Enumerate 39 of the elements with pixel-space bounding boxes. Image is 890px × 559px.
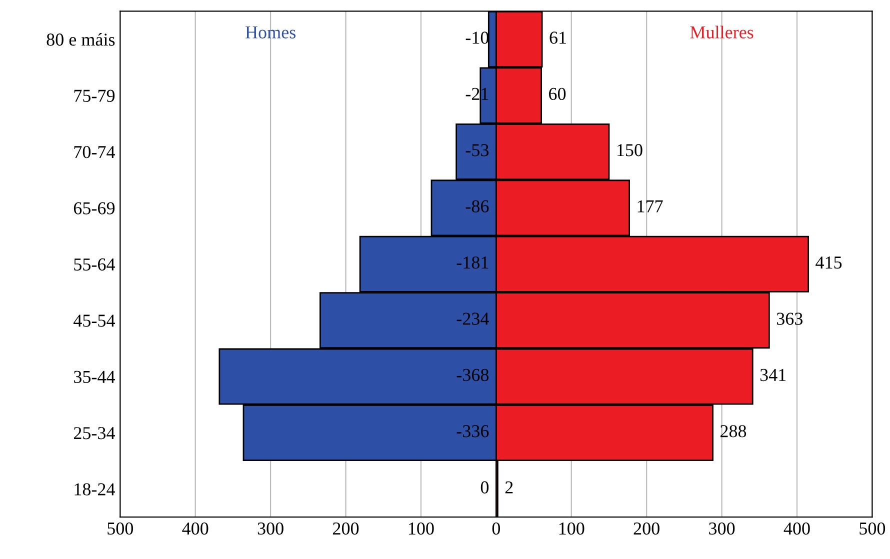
x-tick-label: 300 bbox=[258, 522, 284, 535]
data-label: 2 bbox=[505, 481, 513, 494]
data-label: -368 bbox=[456, 368, 489, 382]
text: Mulleres bbox=[690, 26, 754, 38]
data-label: -53 bbox=[466, 144, 489, 156]
y-tick-label: 80 e máis bbox=[46, 32, 115, 46]
x-tick-label: 100 bbox=[559, 522, 584, 535]
x-tick-label: 400 bbox=[784, 522, 810, 535]
data-label: 341 bbox=[760, 368, 786, 382]
y-tick-label: 55-64 bbox=[74, 258, 116, 271]
data-label: -336 bbox=[456, 425, 489, 438]
x-tick-label: 500 bbox=[860, 522, 886, 535]
data-label: -86 bbox=[466, 200, 489, 212]
x-tick-label: 200 bbox=[333, 522, 359, 535]
data-label: 288 bbox=[720, 425, 746, 438]
data-label: 60 bbox=[549, 88, 566, 100]
data-label: 415 bbox=[816, 256, 842, 269]
x-tick-label: 0 bbox=[492, 522, 500, 535]
data-label: 177 bbox=[638, 200, 663, 212]
y-tick-label: 75-79 bbox=[74, 90, 115, 102]
data-label: -234 bbox=[456, 312, 489, 325]
y-tick-label: 65-69 bbox=[74, 202, 115, 214]
x-tick-label: 100 bbox=[409, 522, 434, 535]
data-label: -10 bbox=[466, 32, 489, 44]
data-label: 61 bbox=[550, 32, 566, 44]
y-tick-label: 45-54 bbox=[74, 314, 116, 327]
text: Homes bbox=[246, 26, 296, 38]
y-tick-label: 70-74 bbox=[74, 146, 116, 158]
x-tick-label: 300 bbox=[709, 522, 735, 535]
data-label: 0 bbox=[480, 481, 489, 494]
x-tick-label: 400 bbox=[182, 522, 208, 535]
data-label: 363 bbox=[776, 312, 802, 325]
data-label: -181 bbox=[456, 256, 488, 269]
y-tick-label: 18-24 bbox=[74, 483, 116, 496]
y-tick-label: 25-34 bbox=[74, 427, 116, 440]
y-tick-label: 35-44 bbox=[74, 370, 116, 383]
x-tick-label: 200 bbox=[634, 522, 660, 535]
data-label: 150 bbox=[618, 144, 642, 156]
x-tick-label: 500 bbox=[108, 522, 134, 535]
